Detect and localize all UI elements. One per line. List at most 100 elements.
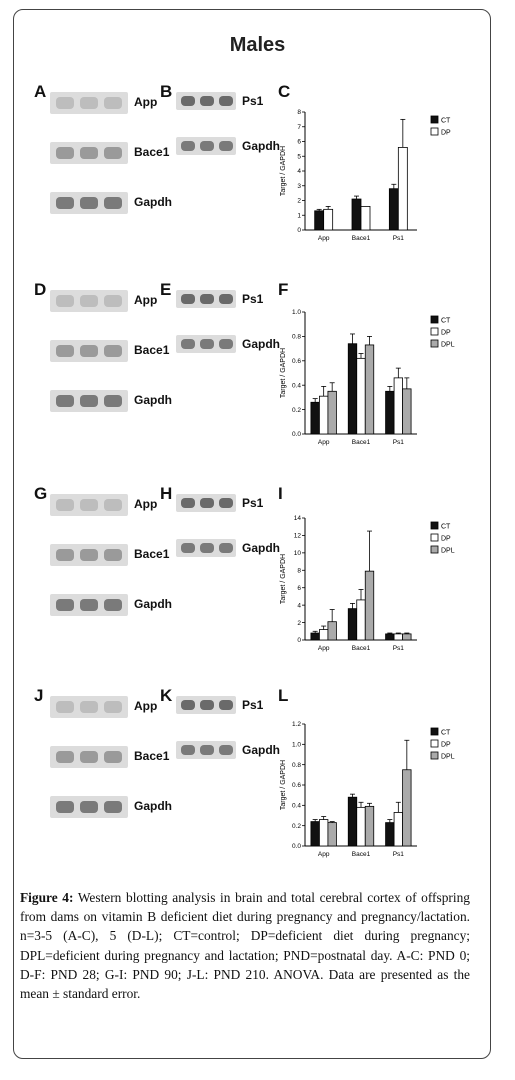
legend-swatch bbox=[430, 115, 439, 124]
legend-swatch bbox=[430, 127, 439, 136]
bar bbox=[397, 147, 408, 231]
western-blot-band bbox=[50, 92, 128, 114]
western-blot-band bbox=[50, 746, 128, 768]
bar bbox=[364, 344, 375, 435]
bar bbox=[327, 390, 337, 435]
y-tick-label: 2 bbox=[297, 620, 301, 627]
panel-letter: J bbox=[34, 686, 44, 705]
panel-letter: D bbox=[34, 280, 47, 299]
western-blot-band bbox=[50, 340, 128, 362]
blot-label: Gapdh bbox=[134, 195, 172, 209]
panel-letter: K bbox=[160, 686, 173, 705]
x-tick-label: Ps1 bbox=[393, 851, 405, 858]
blot-label: Bace1 bbox=[134, 343, 170, 357]
caption-text: Western blotting analysis in brain and t… bbox=[20, 890, 470, 1002]
y-tick-label: 3 bbox=[297, 183, 301, 190]
y-axis-label: Target / GAPDH bbox=[280, 348, 287, 398]
blot-label: Gapdh bbox=[134, 393, 172, 407]
blot-label: Gapdh bbox=[242, 743, 280, 757]
bar-chart: Target / GAPDH 0 2 4 6 8 10 12 14 App Bace1 Ps1 CT DP… bbox=[280, 515, 455, 652]
blot-label: Bace1 bbox=[134, 145, 170, 159]
western-blot-band bbox=[176, 539, 236, 557]
legend-label: CT bbox=[441, 318, 451, 325]
panel-letter: B bbox=[160, 82, 173, 101]
bar bbox=[402, 633, 412, 641]
blot-label: Gapdh bbox=[242, 139, 280, 153]
bar bbox=[314, 210, 325, 231]
y-tick-label: 4 bbox=[297, 168, 301, 175]
x-tick-label: Ps1 bbox=[393, 235, 405, 242]
caption-label: Figure 4: bbox=[20, 890, 74, 905]
y-tick-label: 1.0 bbox=[292, 309, 301, 316]
panel-letter: G bbox=[34, 484, 48, 503]
western-blot-band bbox=[176, 696, 236, 714]
blot-label: Gapdh bbox=[242, 337, 280, 351]
bar bbox=[347, 608, 358, 641]
bar bbox=[388, 188, 399, 231]
bar bbox=[393, 812, 403, 847]
y-tick-label: 0 bbox=[297, 227, 301, 234]
x-tick-label: Bace1 bbox=[352, 439, 371, 446]
bar bbox=[319, 629, 329, 641]
x-tick-label: App bbox=[318, 851, 330, 858]
western-blot-band bbox=[176, 494, 236, 512]
y-tick-label: 6 bbox=[297, 585, 301, 592]
y-tick-label: 0.2 bbox=[292, 407, 301, 414]
y-tick-label: 0.4 bbox=[292, 803, 301, 810]
legend-label: CT bbox=[441, 118, 451, 125]
blot-label: Bace1 bbox=[134, 547, 170, 561]
bar bbox=[393, 633, 403, 641]
y-tick-label: 0.6 bbox=[292, 782, 301, 789]
legend-label: DP bbox=[441, 536, 451, 543]
blot-label: App bbox=[134, 497, 158, 511]
bar bbox=[310, 821, 320, 847]
bar bbox=[356, 599, 366, 641]
y-tick-label: 1 bbox=[297, 212, 301, 219]
panel-letter: H bbox=[160, 484, 173, 503]
western-blot-band bbox=[50, 142, 128, 164]
y-tick-label: 8 bbox=[297, 109, 301, 116]
bar bbox=[364, 570, 375, 641]
y-tick-label: 0.4 bbox=[292, 382, 301, 389]
x-tick-label: Ps1 bbox=[393, 645, 405, 652]
western-blot-band bbox=[50, 290, 128, 312]
panel-letter: I bbox=[278, 484, 283, 503]
bar-chart: Target / GAPDH 0.0 0.2 0.4 0.6 0.8 1.0 1.2 App Ba… bbox=[280, 721, 455, 858]
bar bbox=[385, 822, 395, 847]
y-axis-label: Target / GAPDH bbox=[280, 554, 287, 604]
x-tick-label: Bace1 bbox=[352, 851, 371, 858]
bar bbox=[385, 633, 395, 641]
legend-label: DPL bbox=[441, 342, 455, 349]
legend-swatch bbox=[430, 521, 439, 530]
bar bbox=[402, 388, 412, 435]
blot-label: App bbox=[134, 95, 158, 109]
western-blot-band bbox=[50, 192, 128, 214]
legend-swatch bbox=[430, 751, 439, 760]
y-tick-label: 0.0 bbox=[292, 431, 301, 438]
bar bbox=[319, 819, 329, 847]
legend-label: DPL bbox=[441, 548, 455, 555]
blot-label: Gapdh bbox=[134, 597, 172, 611]
western-blot-band bbox=[50, 796, 128, 818]
y-tick-label: 4 bbox=[297, 602, 301, 609]
x-tick-label: App bbox=[318, 235, 330, 242]
blot-label: Gapdh bbox=[242, 541, 280, 555]
western-blot-band bbox=[50, 390, 128, 412]
bar bbox=[356, 357, 366, 435]
legend-swatch bbox=[430, 545, 439, 554]
y-tick-label: 0.6 bbox=[292, 358, 301, 365]
western-blot-band bbox=[176, 290, 236, 308]
panel-letter: C bbox=[278, 82, 291, 101]
bar-chart: Target / GAPDH 0.0 0.2 0.4 0.6 0.8 1.0 App Bace1… bbox=[280, 309, 455, 446]
y-tick-label: 0.8 bbox=[292, 334, 301, 341]
legend-label: DPL bbox=[441, 754, 455, 761]
x-tick-label: Bace1 bbox=[352, 645, 371, 652]
western-blot-band bbox=[176, 92, 236, 110]
western-blot-band bbox=[50, 696, 128, 718]
blot-label: Bace1 bbox=[134, 749, 170, 763]
panel-letter: A bbox=[34, 82, 47, 101]
blot-label: Ps1 bbox=[242, 496, 264, 510]
bar bbox=[347, 796, 358, 847]
blot-label: Ps1 bbox=[242, 94, 264, 108]
y-tick-label: 10 bbox=[294, 550, 302, 557]
